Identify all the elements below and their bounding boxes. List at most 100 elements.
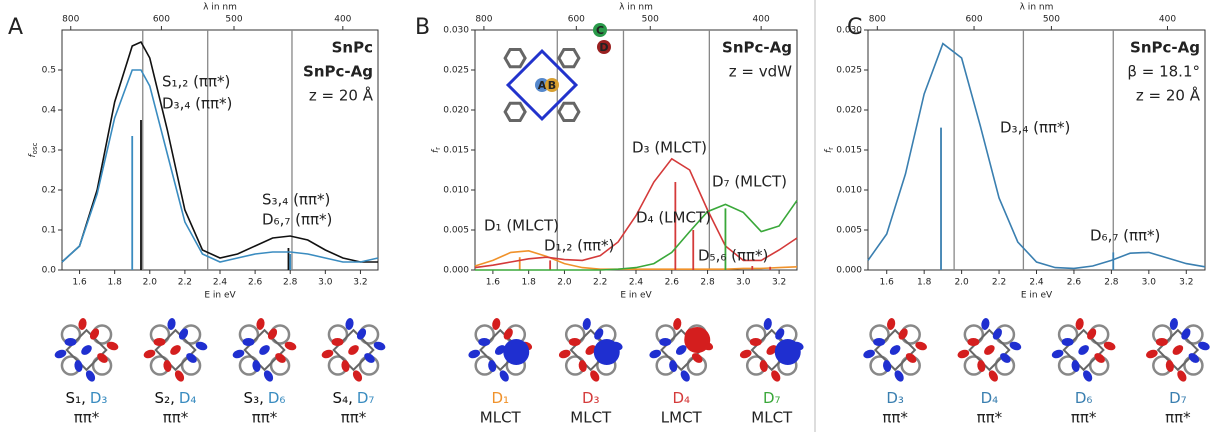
annotation: SnPc (332, 39, 373, 57)
x2-tick-label: 800 (869, 15, 886, 25)
y-axis-label-sub: r (827, 147, 835, 150)
orbital-lobe (487, 359, 497, 372)
state-name: S₄, (333, 389, 353, 407)
state-name: D₃ (582, 389, 600, 407)
x2-tick-label: 500 (642, 15, 659, 25)
orbital-lobe (168, 343, 182, 357)
state-label: S₂,D₄ (155, 389, 197, 407)
x-axis-label: E in eV (1021, 291, 1053, 301)
annotation: D₅,₆ (ππ*) (698, 247, 768, 265)
x-tick-label: 2.8 (700, 278, 715, 288)
orbital-image (1145, 317, 1211, 383)
x-tick-label: 1.8 (108, 278, 123, 288)
y-tick-label: 0.5 (42, 66, 56, 76)
orbital-lobe (478, 338, 490, 346)
panel-letter: B (415, 15, 430, 40)
state-name: S₂, (155, 389, 175, 407)
orbital-lobe (154, 338, 166, 346)
state-kind: ππ* (74, 409, 100, 427)
ag-atom (684, 327, 710, 353)
x-tick-label: 3.2 (353, 278, 367, 288)
x-tick-label: 2.6 (248, 278, 263, 288)
orbital-lobe (65, 338, 77, 346)
orbital-lobe (982, 343, 996, 357)
x-tick-label: 2.2 (593, 278, 607, 288)
state-name: D₇ (763, 389, 781, 407)
x-tick-label: 3.0 (736, 278, 751, 288)
annotation: S₃,₄ (ππ*) (262, 191, 330, 209)
x-tick-label: 3.0 (318, 278, 333, 288)
x-tick-label: 2.6 (1067, 278, 1082, 288)
ag-atom (503, 339, 529, 365)
y-tick-label: 0.005 (443, 226, 469, 236)
x-tick-label: 2.4 (1029, 278, 1044, 288)
y-axis-label-sub: osc (31, 142, 39, 154)
orbital-image (739, 317, 805, 383)
annotation: z = 20 Å (1136, 86, 1201, 105)
x-tick-label: 2.4 (213, 278, 228, 288)
state-kind: LMCT (661, 409, 703, 427)
x2-tick-label: 500 (225, 15, 242, 25)
orbital-image (142, 317, 208, 383)
x-tick-label: 2.6 (665, 278, 680, 288)
y-tick-label: 0.010 (836, 186, 862, 196)
x2-tick-label: 400 (1159, 15, 1176, 25)
orbital-lobe (252, 359, 262, 372)
orbital-lobe (1076, 343, 1090, 357)
state-name: D₄ (179, 389, 197, 407)
benzo-ring (505, 103, 525, 120)
y-tick-label: 0.020 (443, 106, 469, 116)
state-label: D₇ (763, 389, 781, 407)
x-tick-label: 3.2 (1179, 278, 1193, 288)
panel-letter: A (8, 15, 23, 40)
y-axis-label-sub: r (434, 147, 442, 150)
orbital-lobe (569, 338, 581, 346)
state-label: D₆ (1075, 389, 1093, 407)
annotation: D₃,₄ (ππ*) (162, 95, 232, 113)
x-tick-label: 2.4 (629, 278, 644, 288)
orbital-image (320, 317, 386, 383)
annotation: D₃ (MLCT) (632, 139, 707, 157)
y-tick-label: 0.005 (836, 226, 862, 236)
orbital-lobe (243, 338, 255, 346)
state-kind: ππ* (341, 409, 367, 427)
x2-tick-label: 600 (153, 15, 170, 25)
orbital-lobe (1071, 359, 1081, 372)
y-axis-label: fosc (28, 142, 40, 157)
x2-axis-label: λ in nm (1020, 3, 1054, 13)
orbital-lobe (759, 359, 769, 372)
orbital-image (956, 317, 1022, 383)
x-tick-label: 2.2 (992, 278, 1006, 288)
state-name: D₄ (672, 389, 690, 407)
x2-tick-label: 500 (1043, 15, 1060, 25)
x-tick-label: 1.8 (917, 278, 932, 288)
atom-label: D (599, 41, 608, 54)
x-tick-label: 1.8 (522, 278, 537, 288)
orbital-lobe (976, 359, 986, 372)
x-axis-label: E in eV (204, 291, 236, 301)
benzo-ring (505, 49, 525, 66)
x-tick-label: 1.6 (72, 278, 87, 288)
x-tick-label: 1.6 (486, 278, 501, 288)
x2-tick-label: 400 (334, 15, 351, 25)
y-tick-label: 0.025 (836, 66, 862, 76)
annotation: z = vdW (729, 63, 792, 81)
orbital-lobe (1062, 338, 1074, 346)
y-axis-label: fr (431, 147, 443, 153)
benzo-ring (559, 49, 579, 66)
orbital-lobe (163, 359, 173, 372)
state-name: D₃ (90, 389, 108, 407)
orbital-image (231, 317, 297, 383)
state-kind: ππ* (1165, 409, 1191, 427)
orbital-image (558, 317, 624, 383)
figure: A1.61.82.02.22.42.62.83.03.2E in eV80060… (0, 0, 1215, 432)
annotation: D₃,₄ (ππ*) (1000, 119, 1070, 137)
state-name: D₆ (1075, 389, 1093, 407)
y-tick-label: 0.015 (443, 146, 469, 156)
x-tick-label: 2.2 (178, 278, 192, 288)
state-name: D₇ (1169, 389, 1187, 407)
annotation: S₁,₂ (ππ*) (162, 73, 230, 91)
x2-axis-label: λ in nm (203, 3, 237, 13)
ag-atom (775, 339, 801, 365)
annotation: β = 18.1° (1127, 63, 1200, 81)
